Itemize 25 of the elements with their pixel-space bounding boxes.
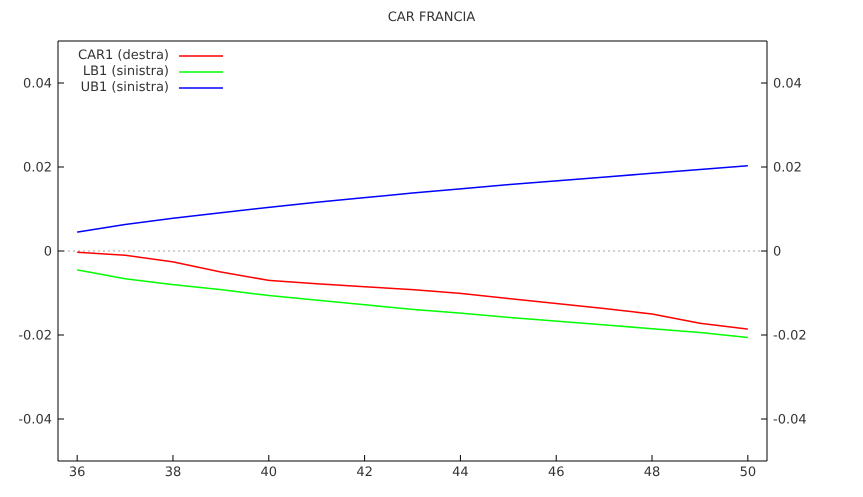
line-series bbox=[76, 252, 749, 330]
x-tick-label: 44 bbox=[452, 465, 469, 480]
y2-tick-label: 0.02 bbox=[773, 160, 802, 176]
y-tick-label: 0 bbox=[44, 244, 52, 260]
y2-tick-label: -0.04 bbox=[773, 412, 807, 428]
x-tick-label: 46 bbox=[548, 465, 564, 480]
y2-tick-label: -0.02 bbox=[773, 328, 807, 344]
line-series bbox=[76, 164, 749, 233]
x-tick-label: 48 bbox=[644, 465, 660, 480]
y2-tick-label: 0 bbox=[773, 244, 782, 260]
legend-label: UB1 (sinistra) bbox=[80, 80, 169, 96]
line-series bbox=[76, 269, 749, 338]
y-tick-label: 0.04 bbox=[23, 76, 52, 92]
x-tick-label: 38 bbox=[164, 465, 182, 480]
x-tick-label: 36 bbox=[68, 465, 86, 480]
y2-tick-label: 0.04 bbox=[773, 76, 802, 92]
y-tick-label: -0.02 bbox=[18, 328, 52, 344]
y-tick-label: -0.04 bbox=[18, 412, 52, 428]
legend-label: CAR1 (destra) bbox=[78, 48, 169, 64]
y-tick-label: 0.02 bbox=[23, 160, 52, 176]
x-tick-label: 42 bbox=[356, 465, 373, 480]
legend-label: LB1 (sinistra) bbox=[82, 64, 169, 80]
x-tick-label: 50 bbox=[740, 465, 756, 480]
chart-title: CAR FRANCIA bbox=[386, 9, 476, 25]
x-tick-label: 40 bbox=[260, 465, 278, 480]
